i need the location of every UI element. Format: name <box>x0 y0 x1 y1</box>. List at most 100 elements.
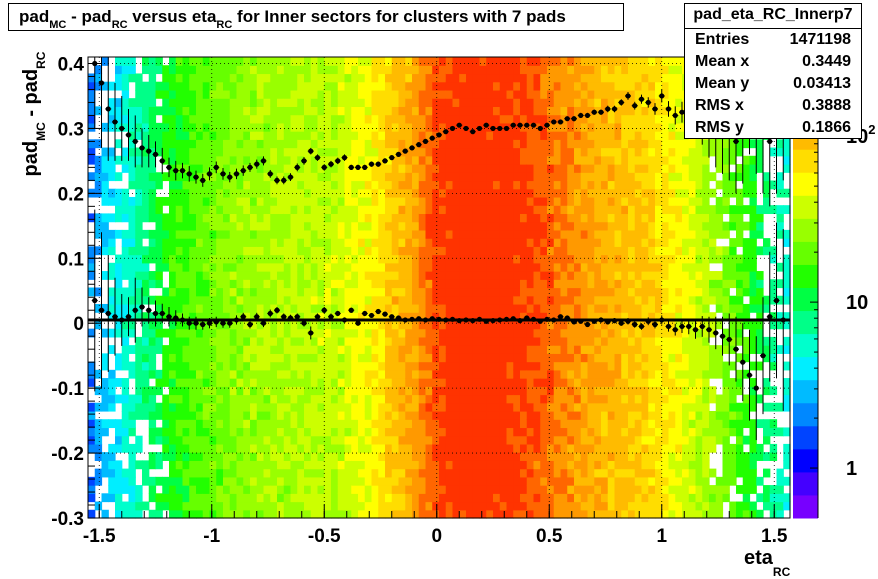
heat-cell <box>486 303 494 313</box>
heat-cell <box>621 485 629 494</box>
heat-cell <box>675 378 683 387</box>
heat-cell <box>155 320 163 330</box>
heat-cell <box>621 353 629 363</box>
heat-cell <box>452 402 460 412</box>
heat-cell <box>135 188 143 198</box>
heat-cell <box>574 221 582 231</box>
heat-cell <box>101 81 109 91</box>
heat-cell <box>250 221 258 231</box>
heat-cell <box>405 295 413 305</box>
heat-cell <box>412 460 420 470</box>
heat-cell <box>486 164 494 173</box>
heat-cell <box>567 73 575 83</box>
heat-cell <box>459 221 467 231</box>
heat-cell <box>533 361 541 371</box>
heat-cell <box>229 147 238 157</box>
heat-cell <box>553 279 562 289</box>
heat-cell <box>385 361 393 371</box>
heat-cell <box>445 221 454 231</box>
heat-cell <box>182 254 190 264</box>
heat-cell <box>405 476 413 486</box>
heat-cell <box>216 312 224 322</box>
heat-cell <box>344 73 352 83</box>
heat-cell <box>459 155 467 165</box>
heat-cell <box>135 213 143 223</box>
heat-cell <box>216 262 224 272</box>
heat-cell <box>587 271 595 280</box>
heat-cell <box>189 485 197 494</box>
heat-cell <box>493 435 501 445</box>
heat-cell <box>256 172 265 182</box>
heat-cell <box>540 122 548 132</box>
heat-cell <box>655 336 663 346</box>
heat-cell <box>459 369 467 379</box>
heat-cell <box>229 155 238 165</box>
heat-cell <box>283 246 292 256</box>
heat-cell <box>695 427 703 437</box>
heat-cell <box>661 89 670 99</box>
heat-cell <box>331 172 339 182</box>
heat-cell <box>432 238 440 247</box>
heat-cell <box>520 81 528 91</box>
heat-cell <box>459 460 467 470</box>
heat-cell <box>148 98 157 107</box>
heat-cell <box>250 287 258 297</box>
heat-cell <box>88 106 96 116</box>
heat-cell <box>466 114 474 124</box>
heat-cell <box>148 361 157 371</box>
heat-cell <box>594 221 602 231</box>
heat-cell <box>574 361 582 371</box>
heat-cell <box>506 402 514 412</box>
heat-cell <box>418 295 427 305</box>
heat-cell <box>175 122 184 132</box>
heat-cell <box>560 89 568 99</box>
heat-cell <box>601 81 609 91</box>
heat-cell <box>189 402 197 412</box>
heat-cell <box>459 73 467 83</box>
heat-cell <box>398 410 406 420</box>
heat-cell <box>277 394 285 404</box>
heat-cell <box>506 147 514 157</box>
heat-cell <box>601 213 609 223</box>
heat-cell <box>331 238 339 247</box>
heat-cell <box>135 361 143 371</box>
heat-cell <box>175 262 184 272</box>
heat-cell <box>479 164 487 173</box>
heat-cell <box>452 254 460 264</box>
heat-cell <box>493 460 501 470</box>
heat-cell <box>580 361 589 371</box>
heat-cell <box>418 98 427 107</box>
heat-cell <box>162 427 170 437</box>
heat-cell <box>695 328 703 338</box>
heat-cell <box>277 328 285 338</box>
heat-cell <box>472 402 481 412</box>
heat-cell <box>351 501 359 511</box>
heat-cell <box>439 476 447 486</box>
heat-cell <box>648 509 656 519</box>
heat-cell <box>182 345 190 354</box>
heat-cell <box>256 106 265 116</box>
heat-cell <box>202 164 211 173</box>
heat-cell <box>425 279 433 289</box>
heat-cell <box>290 155 298 165</box>
heat-cell <box>702 328 710 338</box>
heat-cell <box>702 246 710 256</box>
heat-cell <box>351 172 359 182</box>
heat-cell <box>560 476 568 486</box>
heat-cell <box>196 295 204 305</box>
heat-cell <box>216 303 224 313</box>
heat-cell <box>337 485 346 494</box>
heat-cell <box>628 452 636 461</box>
heat-cell <box>486 419 494 429</box>
heat-cell <box>594 493 602 503</box>
heat-cell <box>506 139 514 149</box>
heat-cell <box>702 271 710 280</box>
heat-cell <box>547 328 555 338</box>
heat-cell <box>628 238 636 247</box>
heat-cell <box>695 205 703 215</box>
heat-cell <box>243 386 251 396</box>
heat-cell <box>175 147 184 157</box>
heat-cell <box>580 501 589 511</box>
heat-cell <box>162 378 170 387</box>
heat-cell <box>391 468 400 478</box>
